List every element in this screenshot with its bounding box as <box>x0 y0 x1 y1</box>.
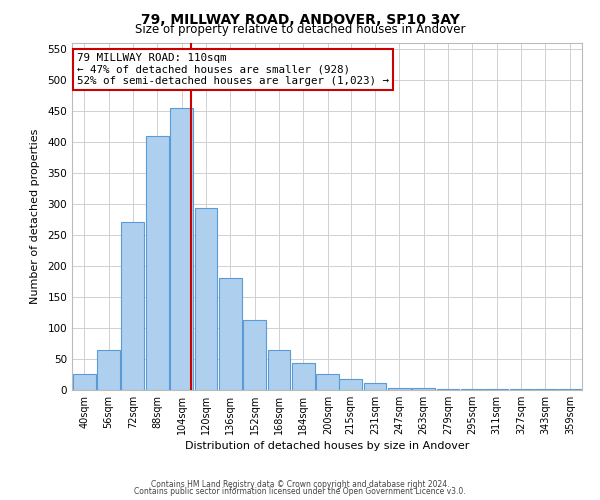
Bar <box>243 320 266 390</box>
Bar <box>292 364 315 390</box>
Bar <box>485 389 508 390</box>
Text: Contains HM Land Registry data © Crown copyright and database right 2024.: Contains HM Land Registry data © Crown c… <box>151 480 449 489</box>
Bar <box>97 350 120 390</box>
Bar <box>219 278 242 390</box>
Bar <box>268 350 290 390</box>
Bar <box>73 374 95 390</box>
Text: Contains public sector information licensed under the Open Government Licence v3: Contains public sector information licen… <box>134 487 466 496</box>
Y-axis label: Number of detached properties: Number of detached properties <box>31 128 40 304</box>
Bar <box>194 208 217 390</box>
Bar <box>316 374 339 390</box>
Bar <box>364 382 386 390</box>
Bar <box>412 388 435 390</box>
Text: Size of property relative to detached houses in Andover: Size of property relative to detached ho… <box>135 22 465 36</box>
Text: 79 MILLWAY ROAD: 110sqm
← 47% of detached houses are smaller (928)
52% of semi-d: 79 MILLWAY ROAD: 110sqm ← 47% of detache… <box>77 53 389 86</box>
Bar <box>339 379 362 390</box>
Bar <box>437 389 460 390</box>
Bar <box>121 222 145 390</box>
Text: 79, MILLWAY ROAD, ANDOVER, SP10 3AY: 79, MILLWAY ROAD, ANDOVER, SP10 3AY <box>140 12 460 26</box>
Bar <box>146 136 169 390</box>
Bar <box>170 108 193 390</box>
Bar <box>388 388 411 390</box>
X-axis label: Distribution of detached houses by size in Andover: Distribution of detached houses by size … <box>185 441 469 451</box>
